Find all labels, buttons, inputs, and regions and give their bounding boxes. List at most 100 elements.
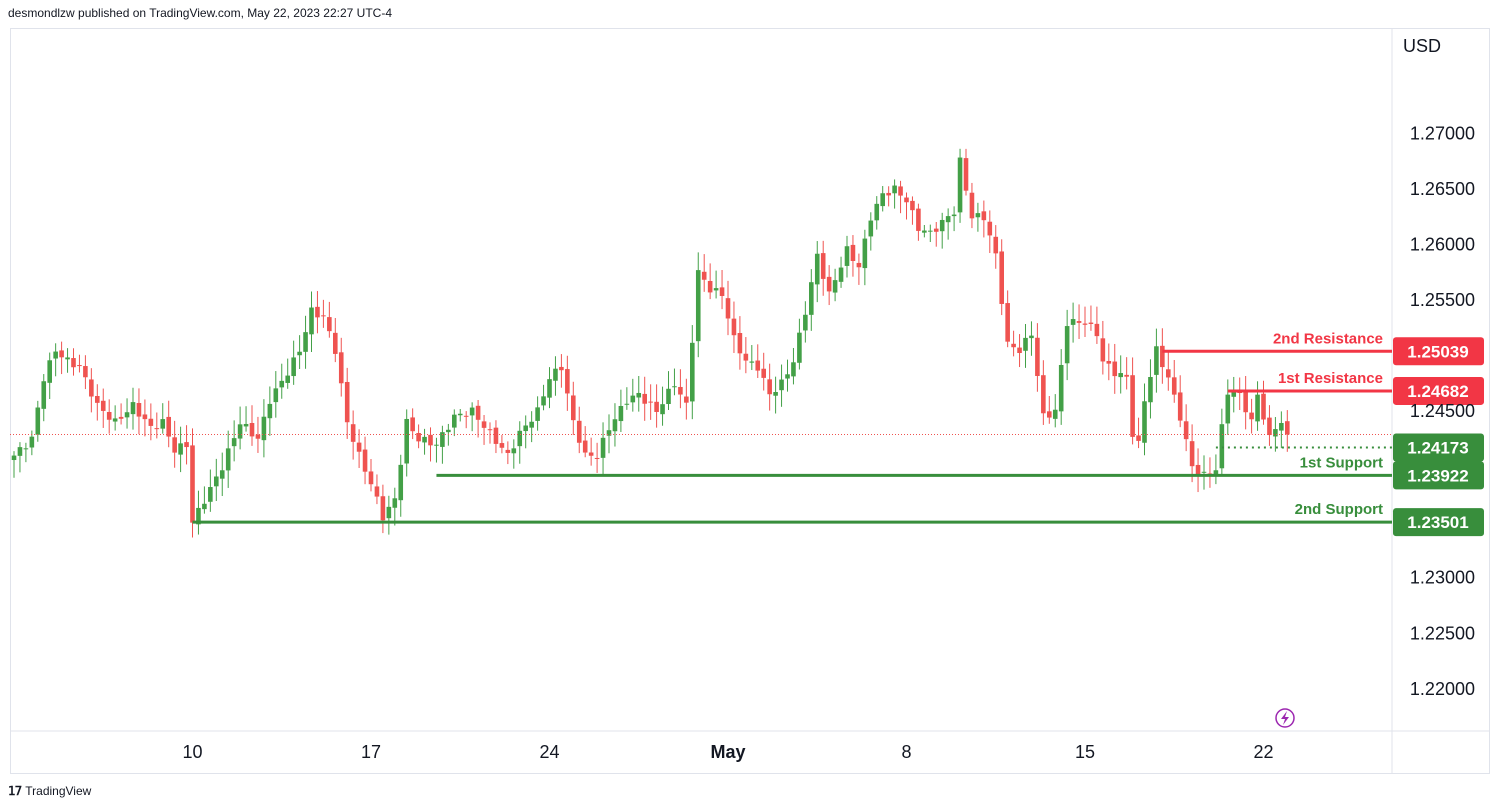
candle bbox=[1189, 424, 1195, 483]
flash-icon[interactable] bbox=[1275, 708, 1295, 728]
candle bbox=[588, 437, 594, 466]
candle bbox=[785, 359, 790, 392]
candle bbox=[814, 241, 820, 303]
candle bbox=[350, 410, 356, 460]
candle bbox=[1052, 394, 1058, 428]
candle bbox=[428, 427, 433, 462]
candle bbox=[963, 148, 969, 196]
candle bbox=[1023, 323, 1028, 368]
candle bbox=[517, 421, 523, 464]
candle bbox=[642, 376, 647, 421]
candle bbox=[136, 388, 142, 435]
candle bbox=[1154, 328, 1159, 393]
candle bbox=[1225, 379, 1231, 435]
candle bbox=[338, 337, 344, 397]
candle bbox=[297, 335, 302, 370]
candle bbox=[547, 367, 552, 409]
candle bbox=[279, 363, 285, 399]
candle bbox=[559, 354, 564, 388]
candle bbox=[1082, 306, 1088, 338]
candle bbox=[1142, 383, 1147, 456]
candle bbox=[89, 368, 94, 413]
y-tick-label: 1.22000 bbox=[1410, 679, 1475, 699]
candle bbox=[273, 371, 279, 418]
candle bbox=[606, 414, 612, 454]
candle bbox=[600, 422, 606, 476]
candle bbox=[291, 340, 296, 385]
candle bbox=[77, 354, 82, 373]
price-tag-text: 1.23501 bbox=[1407, 513, 1468, 532]
level-label: 1st Resistance bbox=[1278, 370, 1383, 387]
resistance-level[interactable]: 2nd Resistance 1.25039 bbox=[1162, 330, 1484, 366]
candle bbox=[53, 343, 58, 377]
candle bbox=[130, 387, 136, 430]
price-tag bbox=[1393, 433, 1484, 462]
candle bbox=[832, 268, 838, 302]
candle bbox=[767, 363, 772, 411]
candle bbox=[737, 316, 743, 370]
candle bbox=[791, 347, 796, 385]
candle bbox=[672, 368, 677, 396]
candle bbox=[368, 458, 374, 492]
candle bbox=[404, 409, 409, 477]
candle bbox=[1106, 343, 1112, 381]
candle bbox=[178, 426, 183, 473]
candle bbox=[803, 301, 808, 343]
support-level[interactable]: 2nd Support 1.23501 bbox=[192, 501, 1485, 537]
current-price-level[interactable]: 1.24173 bbox=[1215, 433, 1484, 462]
price-tag-text: 1.25039 bbox=[1407, 342, 1468, 361]
candle bbox=[761, 352, 766, 391]
candle bbox=[392, 487, 398, 526]
candle bbox=[380, 484, 386, 534]
candle bbox=[398, 454, 404, 517]
candle bbox=[511, 439, 517, 469]
candle bbox=[1136, 417, 1141, 449]
candle bbox=[1160, 328, 1165, 384]
candle bbox=[1112, 343, 1118, 394]
candle bbox=[648, 384, 653, 420]
x-tick-label: 15 bbox=[1075, 742, 1095, 762]
candle bbox=[541, 384, 546, 411]
tradingview-logo-icon: 𝟣𝟩 bbox=[8, 784, 22, 798]
candle bbox=[83, 355, 88, 390]
chart-frame bbox=[10, 28, 1490, 774]
candle bbox=[945, 208, 951, 240]
candle bbox=[362, 436, 368, 485]
candle bbox=[755, 344, 761, 378]
candle bbox=[749, 345, 755, 371]
support-level[interactable]: 1st Support 1.23922 bbox=[436, 454, 1484, 490]
resistance-level[interactable]: 1st Resistance 1.24682 bbox=[1227, 370, 1484, 405]
candle bbox=[1231, 376, 1237, 413]
candle bbox=[1219, 408, 1225, 475]
publisher-line: desmondlzw published on TradingView.com,… bbox=[8, 6, 392, 20]
candle bbox=[1207, 457, 1213, 488]
candle bbox=[987, 210, 993, 254]
candle bbox=[416, 424, 421, 449]
candle bbox=[719, 269, 725, 310]
candle bbox=[463, 411, 469, 429]
candle bbox=[874, 196, 880, 230]
candle bbox=[499, 435, 505, 454]
candle bbox=[1011, 330, 1016, 357]
candle bbox=[1076, 304, 1082, 339]
level-label: 2nd Resistance bbox=[1273, 330, 1383, 347]
candle bbox=[910, 196, 915, 225]
candle bbox=[374, 474, 380, 505]
candle bbox=[1213, 454, 1219, 485]
candle bbox=[684, 378, 689, 420]
candle bbox=[1243, 376, 1248, 430]
candle bbox=[826, 265, 832, 306]
candle bbox=[779, 364, 784, 407]
candle bbox=[1285, 410, 1290, 452]
candle bbox=[1255, 381, 1260, 431]
candle bbox=[17, 442, 23, 473]
candle bbox=[505, 441, 511, 465]
y-tick-label: 1.27000 bbox=[1410, 124, 1475, 144]
candle bbox=[309, 291, 314, 353]
candle bbox=[773, 376, 778, 414]
candle bbox=[809, 269, 814, 331]
candle bbox=[166, 400, 171, 448]
candle bbox=[922, 225, 927, 238]
candle bbox=[529, 411, 534, 443]
